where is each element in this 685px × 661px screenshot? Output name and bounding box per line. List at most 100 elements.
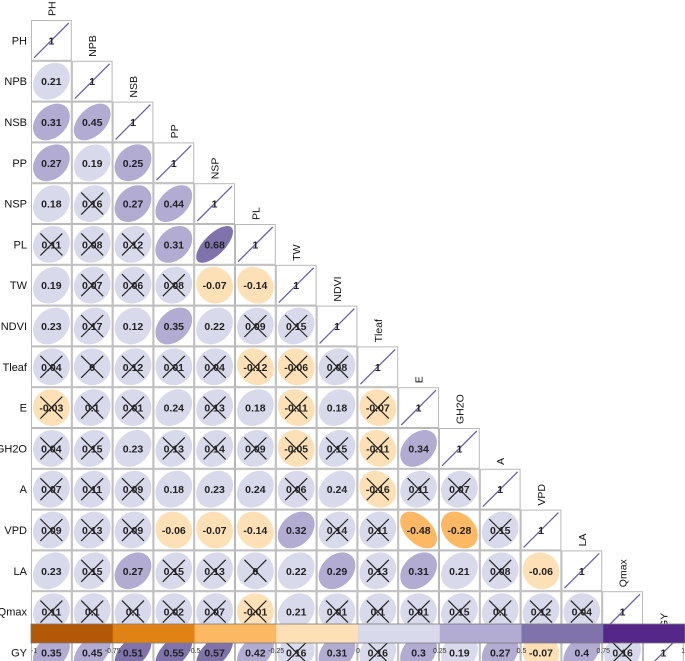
correlation-ellipse [196,225,234,263]
insignificant-cross-line [243,559,267,583]
correlation-value-label: 0.31 [164,239,185,251]
correlation-value-label: 0.06 [123,280,144,292]
correlation-value-label: 0.06 [286,484,307,496]
cell-VPD-NSB: 0.09 [112,509,154,551]
correlation-value-label: 0.17 [82,321,103,333]
correlation-value-label: -0.06 [284,362,308,374]
correlation-value-label: 0.02 [164,607,185,619]
cell-A-NSB: 0.09 [112,468,154,510]
correlation-value-label: 0.27 [123,566,144,578]
correlation-value-label: -0.16 [366,484,390,496]
column-label-NPB: NPB [87,35,99,57]
cell-PP-PP: 1 [153,142,195,184]
colorbar-segment [439,624,522,643]
insignificant-cross-line [203,436,227,460]
correlation-ellipse [73,103,111,141]
insignificant-cross-line [284,396,308,420]
insignificant-cross-line [39,436,63,460]
correlation-value-label: 0.27 [41,158,62,170]
correlation-ellipse [155,470,193,508]
correlation-value-label: 0.35 [41,647,62,659]
cell-LA-A: 0.08 [479,550,521,592]
correlation-value-label: 0.07 [82,280,103,292]
correlation-value-label: 0.01 [164,362,185,374]
correlation-value-label: 0.13 [204,403,225,415]
diagonal-line [115,104,151,140]
correlation-value-label: 1 [130,117,136,129]
diagonal-line [237,226,274,263]
correlation-value-label: 0.19 [41,280,62,292]
cell-LA-PH: 0.23 [31,550,72,592]
insignificant-cross-line [366,396,390,420]
correlation-ellipse [33,307,70,345]
insignificant-cross-line [39,518,63,542]
correlation-value-label: 0.24 [164,403,185,415]
insignificant-cross-line [203,355,227,379]
insignificant-cross-line [243,600,267,624]
correlation-value-label: 0.01 [408,607,429,619]
correlation-value-label: -0.14 [243,280,267,292]
correlation-value-label: 0.16 [368,647,389,659]
diagonal-line [155,144,192,181]
correlation-value-label: -0.07 [366,403,390,415]
colorbar-frame [30,623,685,644]
correlation-ellipse [114,185,152,223]
cell-A-NSP: 0.23 [194,468,235,510]
insignificant-cross-line [613,640,635,661]
cell-Tleaf-TW: -0.06 [275,346,317,388]
cell-LA-NPB: 0.15 [71,550,113,592]
insignificant-cross-line [447,477,471,501]
cell-GH2O-PL: 0.09 [235,428,276,469]
correlation-ellipse [318,389,356,427]
correlation-value-label: 1 [660,647,666,659]
correlation-value-label: -0.48 [407,525,431,537]
correlation-value-label: 0.13 [164,443,185,455]
cell-E-NDVI: 0.18 [316,387,358,429]
cell-PH-PH: 1 [31,20,72,61]
correlation-value-label: 0.13 [204,566,225,578]
correlation-value-label: 0.24 [245,484,266,496]
cell-A-A: 1 [479,468,521,510]
insignificant-cross-line [203,396,227,420]
cell-VPD-NPB: 0.13 [71,509,113,551]
diagonal-line [196,185,233,222]
correlation-value-label: 0.13 [82,525,103,537]
correlation-value-label: 1 [252,239,258,251]
correlation-value-label: 0.09 [245,321,266,333]
diagonal-line [482,471,519,508]
cell-NDVI-NDVI: 1 [316,305,358,347]
cell-GH2O-PH: 0.04 [31,428,72,469]
cell-VPD-GH2O: -0.28 [439,509,480,551]
insignificant-cross-line [407,477,431,501]
cell-PL-PL: 1 [235,224,276,265]
correlation-value-label: 0.04 [41,443,62,455]
row-label-VPD: VPD [4,525,27,537]
correlation-value-label: 0.19 [82,158,103,170]
insignificant-cross-line [284,477,308,501]
insignificant-cross-line [39,355,63,379]
cell-GH2O-NPB: 0.15 [71,428,113,469]
column-label-PH: PH [46,1,58,16]
cell-GH2O-NSB: 0.23 [112,428,154,469]
correlation-value-label: 0.18 [41,199,62,211]
cell-E-PH: -0.03 [31,387,72,429]
correlation-value-label: 0.15 [449,607,470,619]
correlation-value-label: 0.08 [327,362,348,374]
cell-E-NPB: 0.1 [71,387,113,429]
cell-A-NPB: 0.11 [71,468,113,510]
cell-PL-NPB: 0.08 [71,224,113,265]
cell-VPD-VPD: 1 [520,509,562,551]
correlation-value-label: 0.27 [490,647,511,659]
row-label-GY: GY [11,647,28,659]
correlation-value-label: 1 [48,35,54,47]
cell-Tleaf-PL: -0.12 [235,346,276,388]
cell-LA-PP: 0.15 [153,550,195,592]
diagonal-line [523,512,559,548]
cell-GH2O-PP: 0.13 [153,428,195,469]
correlation-ellipse [400,429,438,467]
correlation-value-label: 0.16 [82,199,103,211]
insignificant-cross-line [366,518,390,542]
cell-TW-PP: 0.08 [153,264,195,306]
insignificant-cross-line [529,600,553,624]
cell-PP-NPB: 0.19 [71,142,113,184]
